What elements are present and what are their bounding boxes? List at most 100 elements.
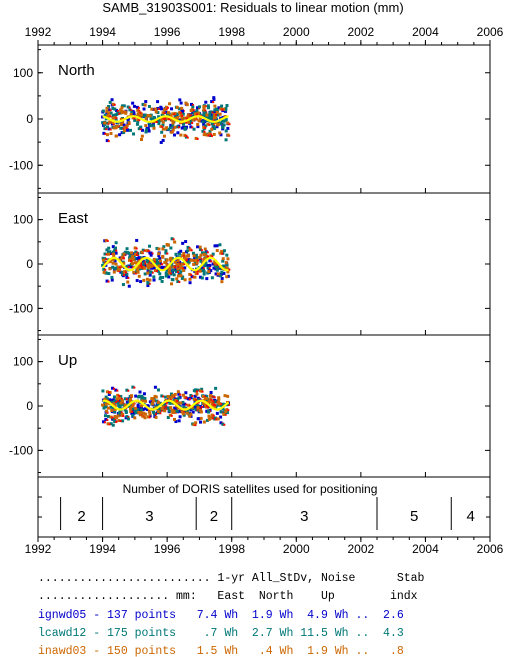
data-point-accent [195,113,198,116]
data-point [226,121,230,125]
data-point [175,277,179,281]
data-point [206,122,210,126]
data-point [133,261,137,265]
data-point [122,123,126,127]
data-point [224,118,228,122]
data-point-accent [139,111,142,114]
data-point [209,390,213,394]
data-point [193,394,197,398]
data-point [120,265,124,269]
data-point-accent [196,270,199,273]
data-point [213,126,217,130]
data-point [140,250,144,254]
data-point [179,401,183,405]
data-point [213,111,217,115]
data-point [108,391,112,395]
data-point [226,257,230,261]
year-tick-label: 2004 [412,542,439,556]
panel-up: 100 0 -100 Up [9,334,491,478]
data-point [130,407,134,411]
data-point [193,256,197,260]
data-point [119,401,123,405]
statistics-table: ......................... 1-yr All_StDv,… [38,572,425,657]
data-point [186,116,190,120]
data-point [180,410,184,414]
data-point-accent [203,130,206,133]
data-point [156,269,160,273]
data-point [144,128,148,132]
data-point [153,412,157,416]
data-point [139,280,143,284]
data-point [125,124,129,128]
data-point [111,245,115,249]
data-point [196,396,200,400]
data-point [192,254,196,258]
data-point [105,279,109,283]
data-point [137,410,141,414]
annual-signal-curve [102,115,229,123]
data-point [152,126,156,130]
data-point [148,414,152,418]
data-point [148,270,152,274]
data-point [137,127,141,131]
data-point-accent [174,266,177,269]
data-point [157,388,161,392]
data-point-accent [104,268,107,271]
data-point [192,262,196,266]
data-point-accent [137,106,140,109]
data-point [216,417,220,421]
data-point [146,281,150,285]
data-point [139,408,143,412]
data-point [101,403,105,407]
data-point [170,408,174,412]
data-point [157,247,161,251]
data-point [161,405,165,409]
data-point [110,408,114,412]
data-point [155,399,159,403]
data-point [219,107,223,111]
data-point [210,413,214,417]
data-point [105,109,109,113]
data-point [194,271,198,275]
data-point [136,407,140,411]
sat-count-label: 2 [77,508,85,525]
data-point [143,396,147,400]
data-point [101,258,105,262]
data-point [114,126,118,130]
data-point [112,418,116,422]
data-point [108,250,112,254]
data-point [118,133,122,137]
data-point [163,403,167,407]
data-point [108,120,112,124]
data-point [177,419,181,423]
data-point [103,414,107,418]
data-point [146,284,150,288]
data-point [173,406,177,410]
data-point [151,399,155,403]
data-point [112,252,116,256]
data-point [128,254,132,258]
data-point-accent [112,123,115,126]
data-point-accent [223,423,226,426]
data-point [163,108,167,112]
data-point-accent [130,109,133,112]
data-point-accent [192,109,195,112]
data-point [215,109,219,113]
data-point [184,101,188,105]
data-point [152,263,156,267]
data-point [144,264,148,268]
data-point-accent [212,400,215,403]
data-point [189,258,193,262]
data-point [113,400,117,404]
data-point [168,102,172,106]
data-point [193,405,197,409]
data-point-accent [189,114,192,117]
data-point [103,127,107,131]
data-point-accent [121,398,124,401]
data-point [107,105,111,109]
data-point [135,279,139,283]
data-point [142,392,146,396]
data-point [113,419,117,423]
data-point [112,395,116,399]
data-point [207,414,211,418]
